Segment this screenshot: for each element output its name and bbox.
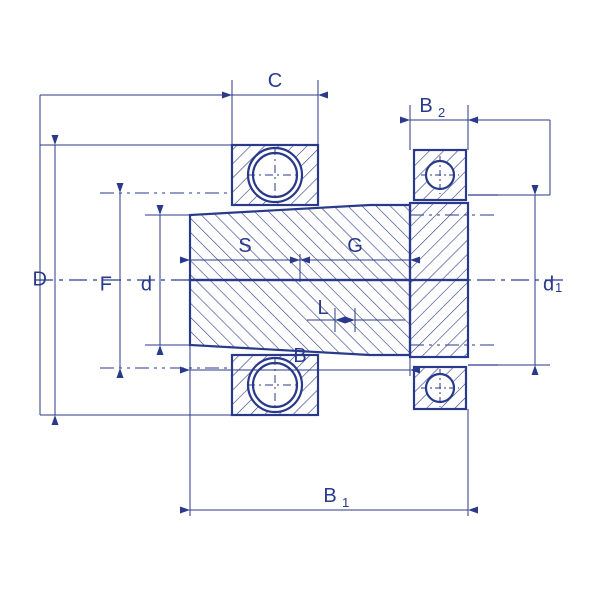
dim-B2-label: B: [419, 95, 432, 117]
dim-G-label: G: [347, 235, 363, 257]
dim-d-label: d: [141, 273, 152, 295]
dim-B-label: B: [293, 345, 306, 367]
svg-text:1: 1: [555, 280, 562, 295]
dim-L-label: L: [317, 297, 328, 319]
svg-text:1: 1: [342, 495, 349, 510]
bearing-technical-drawing: DFdd1CB2SGLBB1: [0, 0, 600, 600]
svg-text:2: 2: [438, 105, 445, 120]
dim-B1-label: B: [323, 485, 336, 507]
dim-S-label: S: [238, 235, 251, 257]
dim-d1-label: d: [543, 273, 554, 295]
dim-F-label: F: [100, 273, 112, 295]
dim-C-label: C: [268, 70, 282, 92]
